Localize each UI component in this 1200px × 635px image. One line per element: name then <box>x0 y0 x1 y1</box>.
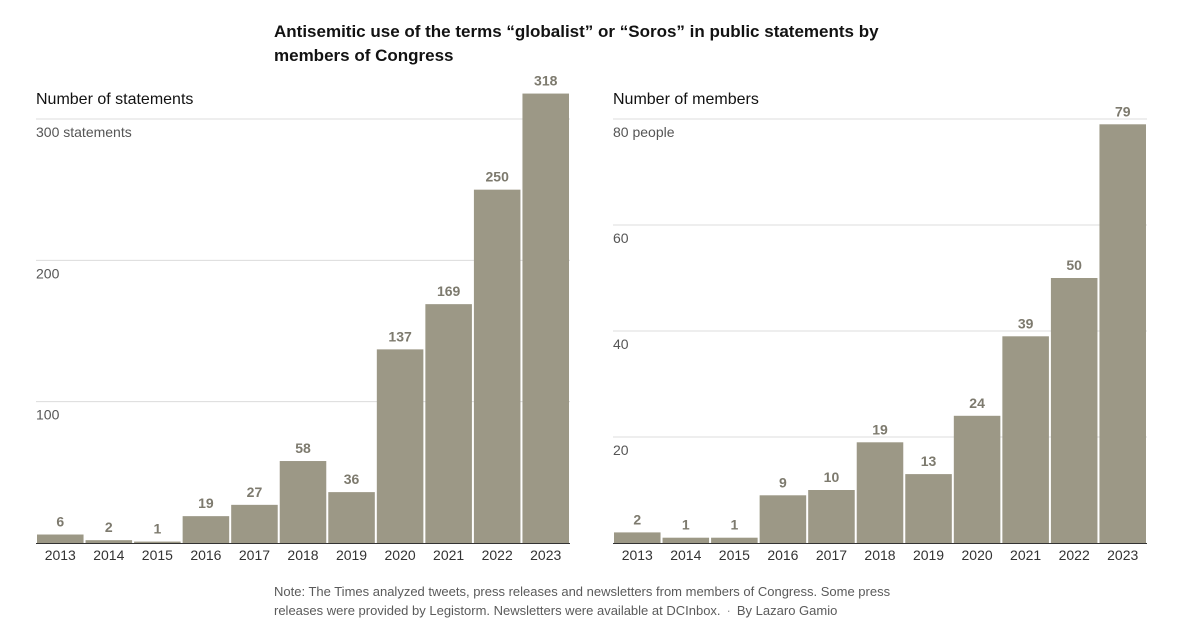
data-label-2022: 250 <box>486 169 510 185</box>
chart-title: Antisemitic use of the terms “globalist”… <box>274 22 879 65</box>
x-tick-label-2019: 2019 <box>913 547 944 563</box>
data-label-2014: 1 <box>682 517 690 533</box>
data-label-2016: 19 <box>198 495 214 511</box>
statements-y-axis-label: Number of statements <box>36 91 194 108</box>
bar-2013 <box>614 532 661 543</box>
x-tick-label-2023: 2023 <box>1107 547 1138 563</box>
bar-2023 <box>1099 124 1146 544</box>
footnote: Note: The Times analyzed tweets, press r… <box>274 582 914 620</box>
data-label-2016: 9 <box>779 474 787 490</box>
y-tick-label: 60 <box>613 230 629 246</box>
x-tick-label-2013: 2013 <box>622 547 653 563</box>
members-chart-plot: 20 40 60 80 people 2 2013 1 2014 1 2015 9 2016 10 201… <box>613 103 1147 563</box>
members-y-axis-label: Number of members <box>613 91 759 108</box>
bar-2016 <box>759 495 807 543</box>
bar-2018 <box>279 461 327 543</box>
bar-2014 <box>85 540 133 543</box>
x-tick-label-2019: 2019 <box>336 547 367 563</box>
bar-2022 <box>473 189 521 543</box>
data-label-2020: 24 <box>969 395 985 411</box>
y-tick-label: 300 statements <box>36 124 132 140</box>
x-tick-label-2018: 2018 <box>287 547 318 563</box>
data-label-2021: 39 <box>1018 315 1034 331</box>
x-tick-label-2022: 2022 <box>482 547 513 563</box>
bar-2014 <box>662 537 710 543</box>
x-tick-label-2014: 2014 <box>670 547 701 563</box>
data-label-2017: 27 <box>247 484 263 500</box>
y-tick-label: 20 <box>613 442 629 458</box>
bar-2020 <box>376 349 424 543</box>
x-tick-label-2013: 2013 <box>45 547 76 563</box>
x-tick-label-2017: 2017 <box>816 547 847 563</box>
byline: By Lazaro Gamio <box>736 603 838 618</box>
bar-2021 <box>1002 336 1049 543</box>
data-label-2015: 1 <box>730 517 738 533</box>
y-tick-label: 80 people <box>613 124 675 140</box>
data-label-2014: 2 <box>105 519 113 535</box>
data-label-2021: 169 <box>437 283 461 299</box>
data-label-2022: 50 <box>1066 257 1082 273</box>
x-tick-label-2014: 2014 <box>93 547 124 563</box>
x-tick-label-2020: 2020 <box>962 547 993 563</box>
y-tick-label: 40 <box>613 336 629 352</box>
data-label-2013: 2 <box>633 511 641 527</box>
x-tick-label-2015: 2015 <box>719 547 750 563</box>
bar-2016 <box>182 516 230 543</box>
data-label-2019: 13 <box>921 453 937 469</box>
bar-2015 <box>134 541 181 543</box>
x-tick-label-2016: 2016 <box>190 547 221 563</box>
y-tick-label: 100 <box>36 407 60 423</box>
bar-2019 <box>905 474 952 543</box>
data-label-2018: 58 <box>295 440 311 456</box>
bar-2017 <box>231 504 278 543</box>
data-label-2018: 19 <box>872 421 888 437</box>
bar-2015 <box>711 537 758 543</box>
note-text: Note: The Times analyzed tweets, press r… <box>274 584 891 618</box>
data-label-2023: 318 <box>534 73 558 89</box>
y-tick-label: 200 <box>36 265 60 281</box>
x-tick-label-2021: 2021 <box>433 547 464 563</box>
bar-2018 <box>856 442 904 543</box>
x-tick-label-2018: 2018 <box>864 547 895 563</box>
bar-2022 <box>1050 278 1098 543</box>
statements-chart: Number of statements 100 200 300 statement… <box>36 73 572 575</box>
bar-2023 <box>522 93 569 543</box>
data-label-2013: 6 <box>56 514 64 530</box>
data-label-2019: 36 <box>344 471 360 487</box>
statements-chart-plot: 100 200 300 statements 6 2013 2 2014 1 2015 19 201… <box>36 73 570 563</box>
bar-2019 <box>328 492 375 543</box>
x-tick-label-2015: 2015 <box>142 547 173 563</box>
members-chart: Number of members 20 40 60 80 people 2 2013 1 2… <box>613 85 1149 575</box>
x-tick-label-2021: 2021 <box>1010 547 1041 563</box>
x-tick-label-2020: 2020 <box>385 547 416 563</box>
x-tick-label-2016: 2016 <box>767 547 798 563</box>
x-tick-label-2022: 2022 <box>1059 547 1090 563</box>
bar-2013 <box>37 534 84 543</box>
x-tick-label-2017: 2017 <box>239 547 270 563</box>
bar-2017 <box>808 490 855 543</box>
x-tick-label-2023: 2023 <box>530 547 561 563</box>
data-label-2017: 10 <box>824 469 840 485</box>
note-separator: · <box>726 603 731 618</box>
data-label-2020: 137 <box>388 328 412 344</box>
data-label-2015: 1 <box>153 521 161 537</box>
data-label-2023: 79 <box>1115 103 1131 119</box>
bar-2021 <box>425 304 472 543</box>
bar-2020 <box>953 415 1001 543</box>
